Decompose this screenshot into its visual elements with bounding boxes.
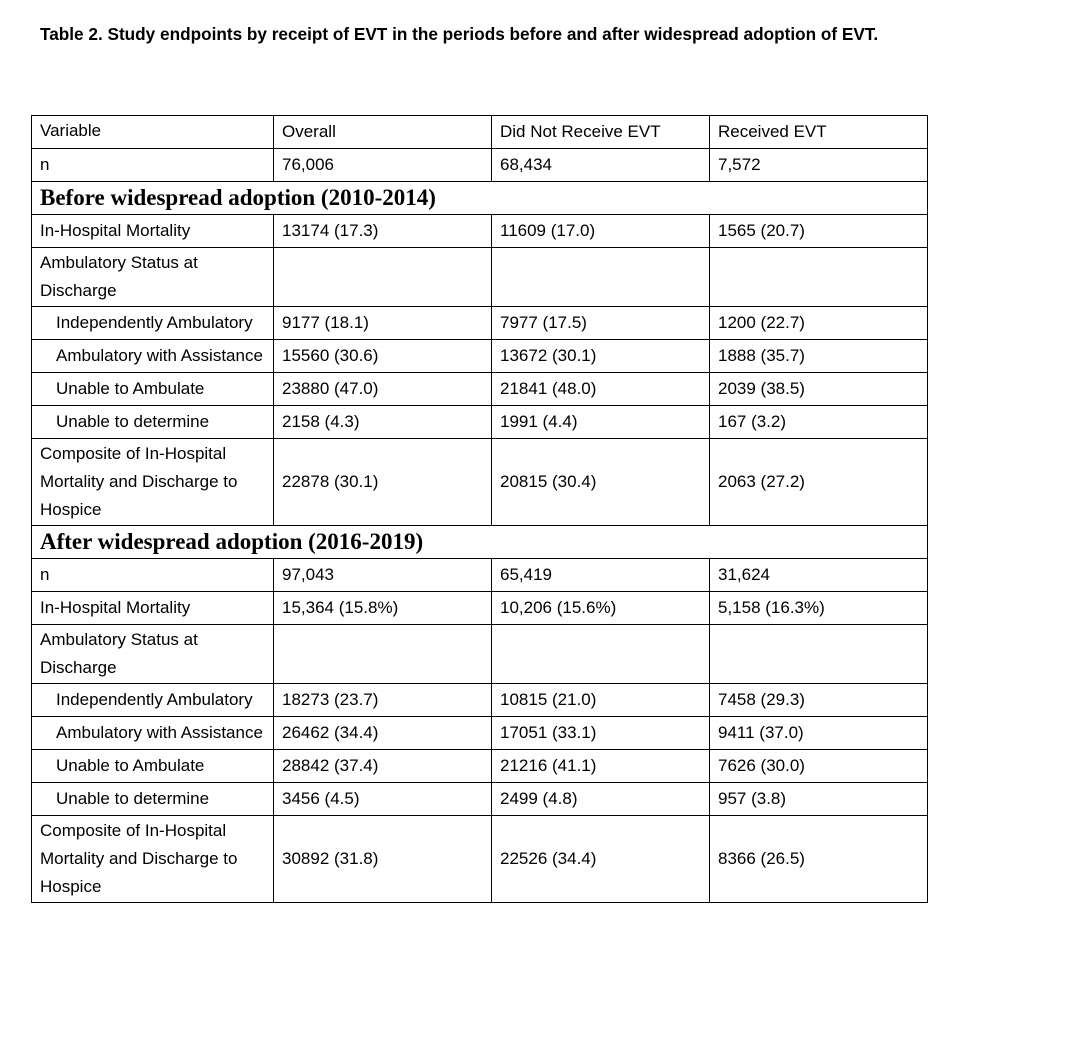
row-label: Unable to determine — [31, 782, 274, 816]
cell: 9177 (18.1) — [273, 306, 492, 340]
section-row: Before widespread adoption (2010-2014) — [31, 181, 928, 215]
cell: Overall — [273, 115, 492, 149]
cell — [491, 624, 710, 684]
cell: 10815 (21.0) — [491, 683, 710, 717]
section-row: After widespread adoption (2016-2019) — [31, 525, 928, 559]
table-row: Composite of In-Hospital Mortality and D… — [31, 815, 928, 903]
row-label: Composite of In-Hospital Mortality and D… — [31, 438, 274, 526]
cell: 9411 (37.0) — [709, 716, 928, 750]
table-row: Independently Ambulatory 18273 (23.7) 1081… — [31, 683, 928, 717]
row-label: Unable to Ambulate — [31, 372, 274, 406]
table-row: In-Hospital Mortality 15,364 (15.8%) 10,20… — [31, 591, 928, 625]
section-title: Before widespread adoption (2010-2014) — [31, 181, 928, 215]
cell: 7,572 — [709, 148, 928, 182]
row-label: Unable to Ambulate — [31, 749, 274, 783]
row-label: n — [31, 148, 274, 182]
row-label: Independently Ambulatory — [31, 306, 274, 340]
table-row: Ambulatory Status at Discharge — [31, 624, 928, 684]
cell: 20815 (30.4) — [491, 438, 710, 526]
cell: 23880 (47.0) — [273, 372, 492, 406]
cell: Received EVT — [709, 115, 928, 149]
cell: 15560 (30.6) — [273, 339, 492, 373]
row-label: Ambulatory Status at Discharge — [31, 624, 274, 684]
cell: 2499 (4.8) — [491, 782, 710, 816]
cell: 13672 (30.1) — [491, 339, 710, 373]
cell: 10,206 (15.6%) — [491, 591, 710, 625]
cell: 21216 (41.1) — [491, 749, 710, 783]
cell: 13174 (17.3) — [273, 214, 492, 248]
cell: 28842 (37.4) — [273, 749, 492, 783]
row-label: Independently Ambulatory — [31, 683, 274, 717]
cell: 65,419 — [491, 558, 710, 592]
cell: 167 (3.2) — [709, 405, 928, 439]
cell: 22526 (34.4) — [491, 815, 710, 903]
table-row: Composite of In-Hospital Mortality and D… — [31, 438, 928, 526]
row-label: Composite of In-Hospital Mortality and D… — [31, 815, 274, 903]
table-row: Ambulatory with Assistance 15560 (30.6) 13… — [31, 339, 928, 373]
cell — [273, 247, 492, 307]
cell: 1200 (22.7) — [709, 306, 928, 340]
cell: Did Not Receive EVT — [491, 115, 710, 149]
cell: 2158 (4.3) — [273, 405, 492, 439]
table-row: In-Hospital Mortality 13174 (17.3) 11609 (… — [31, 214, 928, 248]
cell: 68,434 — [491, 148, 710, 182]
row-label: Ambulatory Status at Discharge — [31, 247, 274, 307]
cell: 1888 (35.7) — [709, 339, 928, 373]
row-label: Variable — [31, 115, 274, 149]
table-row: Unable to Ambulate 23880 (47.0) 21841 (48.… — [31, 372, 928, 406]
cell: 1565 (20.7) — [709, 214, 928, 248]
cell — [709, 624, 928, 684]
table-row: Unable to determine 2158 (4.3) 1991 (4.4) 1… — [31, 405, 928, 439]
cell: 8366 (26.5) — [709, 815, 928, 903]
row-label: Unable to determine — [31, 405, 274, 439]
table-row: Unable to determine 3456 (4.5) 2499 (4.8) 9… — [31, 782, 928, 816]
cell: 5,158 (16.3%) — [709, 591, 928, 625]
cell: 3456 (4.5) — [273, 782, 492, 816]
table-row: Ambulatory Status at Discharge — [31, 247, 928, 307]
cell: 2039 (38.5) — [709, 372, 928, 406]
table-row: n 97,043 65,419 31,624 — [31, 558, 928, 592]
cell: 18273 (23.7) — [273, 683, 492, 717]
cell: 2063 (27.2) — [709, 438, 928, 526]
cell: 22878 (30.1) — [273, 438, 492, 526]
section-title: After widespread adoption (2016-2019) — [31, 525, 928, 559]
table-title: Table 2. Study endpoints by receipt of E… — [40, 24, 879, 44]
cell — [709, 247, 928, 307]
row-label: n — [31, 558, 274, 592]
cell — [273, 624, 492, 684]
table-row: Unable to Ambulate 28842 (37.4) 21216 (41.… — [31, 749, 928, 783]
table-row: Independently Ambulatory 9177 (18.1) 7977 … — [31, 306, 928, 340]
cell: 17051 (33.1) — [491, 716, 710, 750]
table-row: n 76,006 68,434 7,572 — [31, 148, 928, 182]
cell: 7458 (29.3) — [709, 683, 928, 717]
row-label: Ambulatory with Assistance — [31, 716, 274, 750]
cell — [491, 247, 710, 307]
cell: 30892 (31.8) — [273, 815, 492, 903]
row-label: In-Hospital Mortality — [31, 591, 274, 625]
cell: 7626 (30.0) — [709, 749, 928, 783]
cell: 11609 (17.0) — [491, 214, 710, 248]
cell: 957 (3.8) — [709, 782, 928, 816]
cell: 76,006 — [273, 148, 492, 182]
cell: 1991 (4.4) — [491, 405, 710, 439]
cell: 31,624 — [709, 558, 928, 592]
cell: 26462 (34.4) — [273, 716, 492, 750]
cell: 97,043 — [273, 558, 492, 592]
cell: 7977 (17.5) — [491, 306, 710, 340]
cell: 15,364 (15.8%) — [273, 591, 492, 625]
row-label: Ambulatory with Assistance — [31, 339, 274, 373]
table-row: Ambulatory with Assistance 26462 (34.4) 17… — [31, 716, 928, 750]
table-row: Variable Overall Did Not Receive EVT Receiv… — [31, 115, 928, 149]
row-label: In-Hospital Mortality — [31, 214, 274, 248]
endpoints-table: Variable Overall Did Not Receive EVT Receiv… — [31, 115, 928, 903]
cell: 21841 (48.0) — [491, 372, 710, 406]
